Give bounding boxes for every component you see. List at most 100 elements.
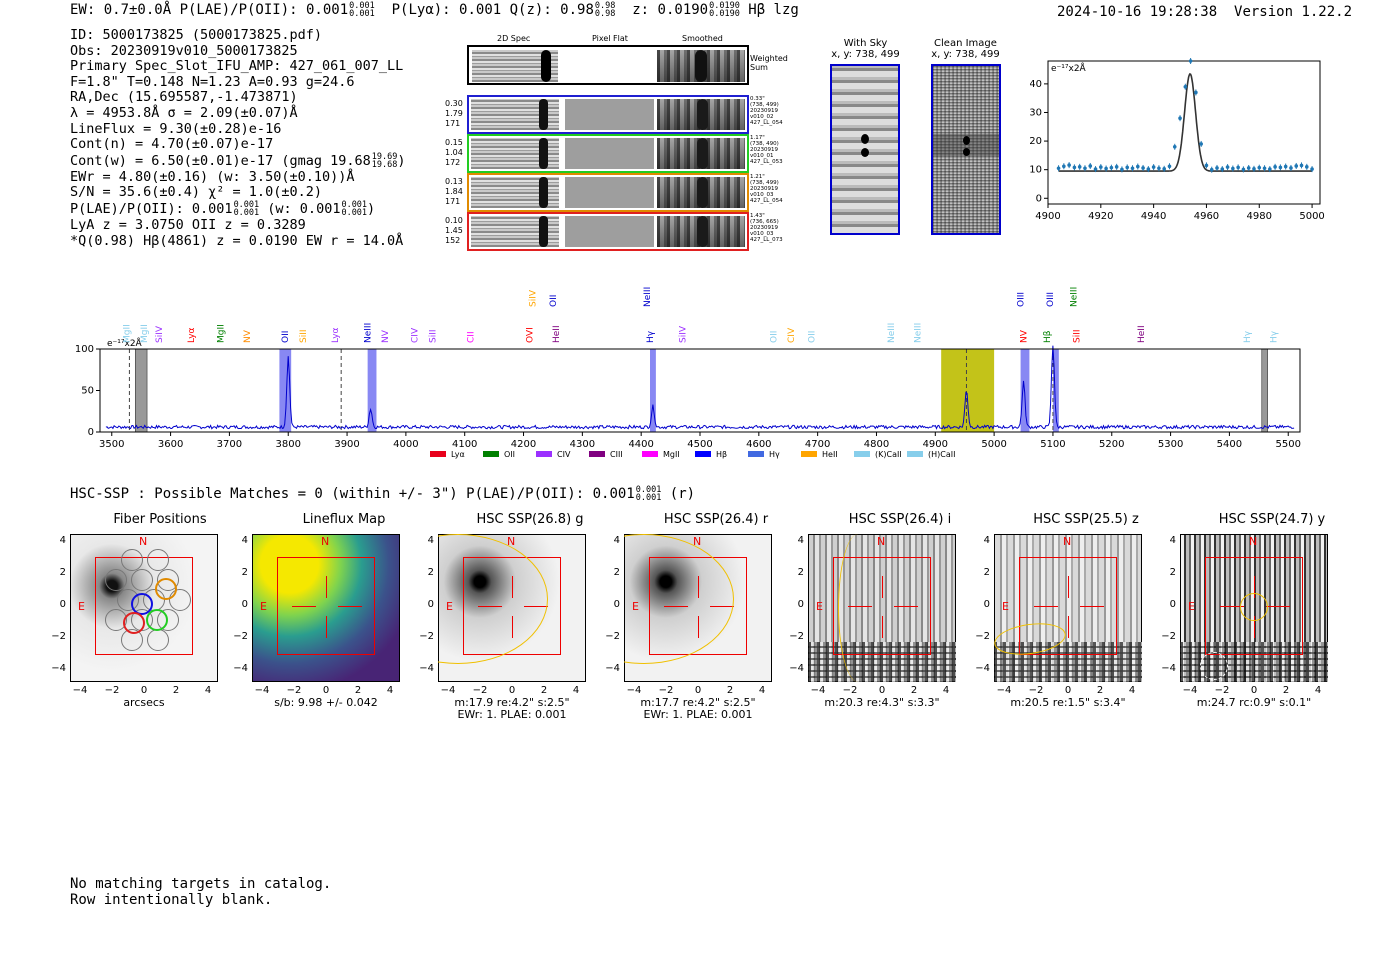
zoom-data-point [1135, 164, 1140, 169]
spectrum-x-tick-label: 4600 [746, 439, 771, 450]
compass-east: E [1188, 600, 1195, 613]
info-contw: Cont(w) = 6.50(±0.01)e-17 (gmag 19.6819.… [70, 151, 406, 170]
full-spectrum-plot: e⁻¹⁷x2Å 3500 3600 3700 3800 3900 4000 4100 4200 4… [75, 287, 1301, 459]
legend-label: OII [504, 450, 515, 459]
spectrum-y-tick-label: 0 [88, 427, 94, 438]
spectral-line-label: HeII [552, 325, 562, 343]
cutout-y-tick: 4 [427, 535, 434, 546]
legend-label: MgII [663, 450, 680, 459]
spectrum-x-tick-label: 4000 [393, 439, 418, 450]
zoom-data-point [1188, 59, 1193, 63]
cutout-y-tick: 2 [59, 567, 66, 578]
spectral-line-label: NeIII [914, 323, 924, 343]
info-id: ID: 5000173825 (5000173825.pdf) [70, 27, 322, 43]
spectrum-x-tick-label: 4900 [923, 439, 948, 450]
spectral-line-label: Hγ [646, 330, 656, 343]
compass-east: E [1002, 600, 1009, 613]
spec2d-row [467, 212, 749, 251]
spectral-line-label: SiIV [155, 325, 165, 343]
info-params: F=1.8" T=0.148 N=1.23 A=0.93 g=24.6 [70, 73, 355, 90]
cutout-x-tick: 4 [942, 685, 950, 696]
spectral-line-label: HeII [1137, 325, 1147, 343]
spectrum-x-tick-label: 4800 [864, 439, 889, 450]
spectral-line-label: CIV [411, 327, 421, 343]
cutout-y-tick: 4 [983, 535, 990, 546]
spec2d-row-stats: 0.13 1.84 171 [445, 177, 463, 206]
with-sky-title: With Sky x, y: 738, 499 [831, 38, 900, 60]
zoom-data-point [1220, 167, 1225, 171]
col-label-2dspec: 2D Spec [497, 34, 531, 43]
footer-note: No matching targets in catalog. Row inte… [70, 876, 331, 908]
zoom-data-point [1104, 166, 1108, 171]
spec2d-row-stats: 0.30 1.79 171 [445, 99, 463, 128]
spectrum-x-tick-label: 3800 [276, 439, 301, 450]
cutout-y-tick: 4 [59, 535, 66, 546]
zoom-data-point [1209, 167, 1214, 172]
cutout-y-tick: 4 [613, 535, 620, 546]
compass-north: N [1249, 535, 1258, 548]
footer-line-1: No matching targets in catalog. [70, 876, 332, 892]
cutout-x-tick: −4 [1182, 685, 1198, 696]
weighted-sum-label: Weighted Sum [750, 54, 788, 72]
cutout-panel: Lineflux Map N E −4 −2 0 2 4 4 2 0 −2 −4 s/b: 9.98 +/… [233, 512, 434, 722]
cutout-x-tick: 2 [172, 685, 180, 696]
fiber-circle [131, 569, 153, 591]
plae-fraction: 0.001 0.001 [349, 1, 375, 19]
cutout-x-tick: 4 [758, 685, 766, 696]
spectral-line-label: OII [808, 331, 818, 343]
highlight-band [367, 349, 377, 432]
zoom-data-point [1172, 145, 1177, 149]
cutout-panel: HSC SSP(24.7) y N E −4 −2 0 2 4 4 2 0 −2 −4 m:24.7 rc… [1161, 512, 1362, 722]
cutout-y-tick: 4 [797, 535, 804, 546]
zoom-data-point [1056, 166, 1061, 171]
spectrum-x-tick-label: 4700 [805, 439, 830, 450]
spectral-line-label-high: NeIII [1069, 287, 1079, 307]
zoom-axes-frame [1047, 60, 1321, 205]
info-lineflux: LineFlux = 9.30(±0.28)e-16 [70, 120, 282, 137]
spectrum-x-tick-label: 5100 [1040, 439, 1065, 450]
spectral-line-label: OVI [525, 327, 535, 343]
zoom-data-point [1125, 165, 1130, 170]
cutout-caption: m:20.3 re:4.3" s:3.3" [824, 696, 940, 709]
spectral-line-label-high: SiIV [528, 289, 538, 307]
spectrum-x-tick-label: 3500 [99, 439, 124, 450]
zoom-data-point [1304, 165, 1309, 169]
info-block: ID: 5000173825 (5000173825.pdf) Obs: 202… [70, 27, 460, 249]
spec2d-row-stats: 0.10 1.45 152 [445, 216, 463, 245]
cutout-y-tick: 2 [613, 567, 620, 578]
zoom-data-point [1194, 90, 1198, 95]
cutout-x-tick: −4 [810, 685, 826, 696]
cutout-caption: m:17.9 re:4.2" s:2.5" EWr: 1. PLAE: 0.001 [454, 696, 570, 721]
zoom-data-point [1252, 167, 1256, 171]
zoom-data-point [1167, 164, 1172, 169]
fiber-circle-green [146, 609, 168, 631]
zoom-data-point [1141, 166, 1145, 170]
with-sky-stamp [830, 64, 900, 235]
zoom-data-point [1183, 84, 1188, 89]
cutout-y-tick: −4 [233, 663, 248, 674]
legend-swatch [430, 451, 446, 457]
zoom-data-point [1067, 163, 1071, 167]
masked-band [1261, 348, 1268, 433]
aperture-box [95, 557, 193, 655]
cutout-y-tick: 2 [1169, 567, 1176, 578]
weighted-sum-strip [467, 45, 749, 85]
info-contn: Cont(n) = 4.70(±0.07)e-17 [70, 136, 274, 153]
zoom-x-tick-label: 5000 [1299, 211, 1324, 222]
zoom-x-tick-label: 4920 [1088, 211, 1113, 222]
cutout-x-tick: −4 [72, 685, 88, 696]
cutout-y-tick: −4 [419, 663, 434, 674]
spectral-line-label: Hγ [1269, 330, 1279, 343]
timestamp: 2024-10-16 19:28:38 Version 1.22.2 [1057, 4, 1353, 20]
zoom-data-point [1146, 167, 1151, 171]
cutout-caption: m:17.7 re:4.2" s:2.5" EWr: 1. PLAE: 0.001 [640, 696, 756, 721]
cutout-x-tick: 4 [572, 685, 580, 696]
spectral-line-label: Lyα [187, 327, 197, 343]
spec2d-row [467, 95, 749, 134]
cutout-y-tick: 0 [1169, 599, 1176, 610]
cutout-caption: s/b: 9.98 +/- 0.042 [274, 696, 378, 709]
fiber-circle-red [123, 612, 145, 634]
zoom-data-point [1088, 164, 1093, 168]
info-lya: LyA z = 3.0750 OII z = 0.3289 [70, 216, 306, 233]
zoom-data-point [1199, 142, 1203, 146]
